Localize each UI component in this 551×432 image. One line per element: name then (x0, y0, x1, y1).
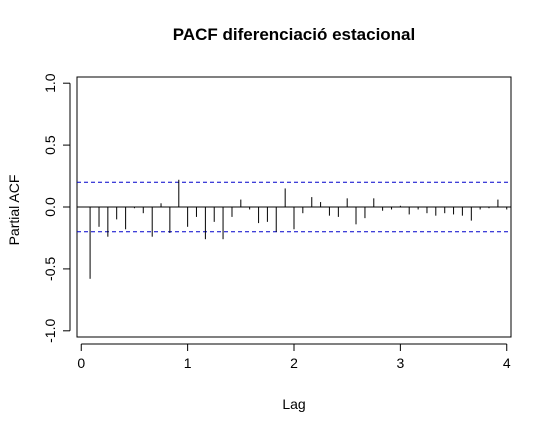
x-tick-label-1: 1 (184, 355, 192, 371)
y-tick-label-3: 0.5 (42, 135, 58, 155)
y-axis-label: Partial ACF (6, 175, 22, 246)
plot-area: 0 1 2 3 4 -1.0 -0.5 0.0 0.5 1.0 (42, 73, 511, 371)
x-tick-label-2: 2 (290, 355, 298, 371)
chart-title: PACF diferenciació estacional (173, 25, 415, 44)
y-tick-label-4: 1.0 (42, 73, 58, 93)
x-tick-label-3: 3 (396, 355, 404, 371)
x-axis-label: Lag (282, 396, 305, 412)
y-tick-label-2: 0.0 (42, 197, 58, 217)
y-tick-label-0: -1.0 (42, 319, 58, 343)
y-tick-label-1: -0.5 (42, 257, 58, 281)
x-tick-label-4: 4 (503, 355, 511, 371)
x-tick-label-0: 0 (77, 355, 85, 371)
